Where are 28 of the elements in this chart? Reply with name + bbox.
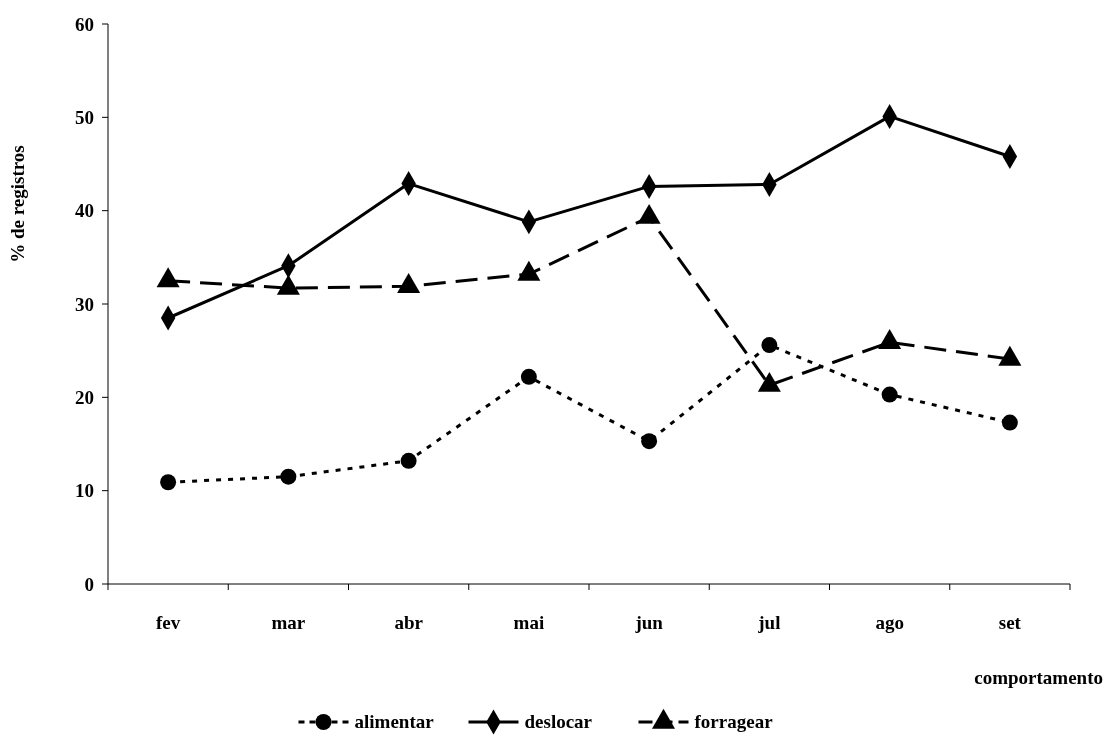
- x-tick-label: mai: [513, 612, 545, 633]
- y-tick-label: 30: [75, 293, 94, 315]
- point: [881, 386, 898, 403]
- y-axis-title: % de registros: [7, 145, 28, 263]
- x-axis-title: comportamento: [974, 667, 1103, 688]
- y-tick-label: 0: [84, 573, 94, 595]
- x-tick-label: fev: [155, 612, 181, 633]
- point: [160, 474, 177, 491]
- x-tick-label: abr: [394, 612, 424, 633]
- x-tick-label: jul: [757, 612, 781, 633]
- y-tick-label: 10: [75, 480, 94, 502]
- point: [1001, 414, 1018, 431]
- y-tick-label: 50: [75, 106, 94, 128]
- x-tick-label: ago: [875, 612, 904, 633]
- y-tick-label: 20: [75, 386, 94, 408]
- x-tick-label: jun: [634, 612, 664, 633]
- point: [400, 452, 417, 469]
- y-tick-label: 40: [75, 200, 94, 222]
- point: [280, 468, 297, 485]
- x-tick-label: mar: [271, 612, 306, 633]
- x-tick-label: set: [998, 612, 1022, 633]
- legend-label: deslocar: [524, 711, 593, 732]
- point: [761, 337, 778, 354]
- point: [520, 368, 537, 385]
- point: [641, 433, 658, 450]
- y-tick-label: 60: [75, 13, 94, 35]
- legend-label: forragear: [694, 711, 774, 732]
- legend-label: alimentar: [354, 711, 435, 732]
